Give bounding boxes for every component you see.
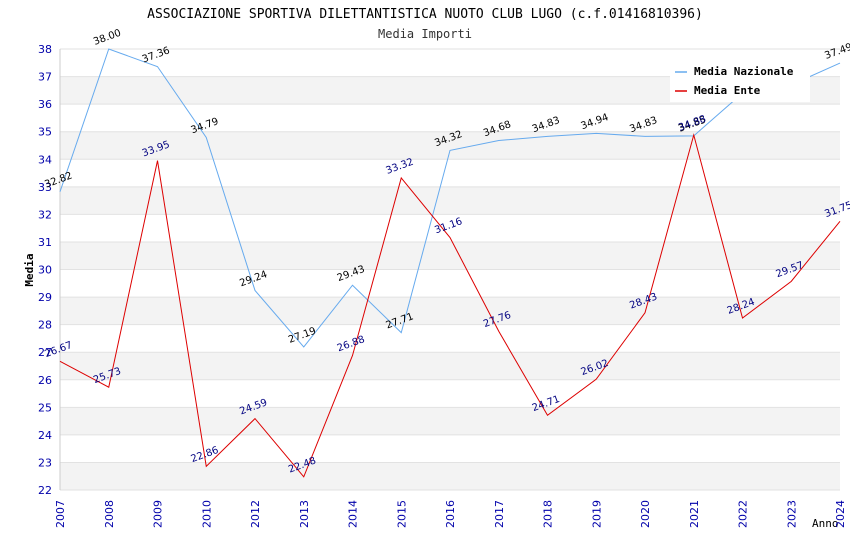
x-tick-label: 2017	[493, 500, 506, 528]
y-tick-label: 37	[38, 71, 52, 84]
data-label-nazionale: 38.00	[92, 28, 123, 48]
x-tick-label: 2007	[54, 500, 67, 528]
chart-subtitle: Media Importi	[378, 27, 472, 41]
y-tick-label: 31	[38, 236, 52, 249]
grid-band	[60, 462, 840, 490]
x-tick-label: 2023	[785, 500, 798, 528]
x-tick-label: 2022	[737, 500, 750, 528]
grid-band	[60, 131, 840, 160]
chart-title: ASSOCIAZIONE SPORTIVA DILETTANTISTICA NU…	[147, 7, 703, 22]
y-tick-label: 33	[38, 181, 52, 194]
x-tick-label: 2013	[298, 500, 311, 528]
grid-band	[60, 104, 840, 132]
x-tick-label: 2009	[152, 500, 165, 528]
legend-label-nazionale: Media Nazionale	[694, 65, 794, 78]
x-ticks: 2007 2008 2009 2010 2012 2013 2014 2015 2016 2017…	[54, 500, 847, 528]
x-tick-label: 2015	[395, 500, 408, 528]
y-tick-label: 36	[38, 98, 52, 111]
grid-band	[60, 407, 840, 435]
series-line-nazionale	[59, 48, 841, 348]
x-tick-label: 2016	[444, 500, 457, 528]
x-tick-label: 2021	[688, 500, 701, 528]
grid-band	[60, 241, 840, 270]
grid-lines	[60, 48, 840, 491]
grid-band	[60, 297, 840, 325]
y-tick-label: 27	[38, 346, 52, 359]
x-tick-label: 2008	[103, 500, 116, 528]
grid-band	[60, 352, 840, 380]
x-tick-label: 2018	[542, 500, 555, 528]
series-lines	[59, 48, 841, 478]
x-tick-label: 2012	[249, 500, 262, 528]
x-tick-label: 2024	[834, 500, 847, 528]
x-axis-label: Anno	[812, 517, 839, 530]
y-tick-label: 32	[38, 208, 52, 221]
legend: Media Nazionale Media Ente	[670, 60, 810, 102]
grid-band	[60, 434, 840, 463]
y-tick-label: 35	[38, 126, 52, 139]
grid-band	[60, 159, 840, 187]
grid-band	[60, 269, 840, 298]
y-tick-label: 29	[38, 291, 52, 304]
y-axis-label: Media	[23, 253, 36, 286]
y-ticks: 22 23 24 25 26 27 28 29 30 31 32 33 34 35 36 37 38	[38, 43, 52, 497]
y-tick-label: 28	[38, 319, 52, 332]
grid-band	[60, 324, 840, 353]
x-tick-label: 2020	[639, 500, 652, 528]
x-tick-label: 2014	[347, 500, 360, 528]
grid-band	[60, 186, 840, 215]
y-tick-label: 25	[38, 401, 52, 414]
y-tick-label: 34	[38, 153, 52, 166]
x-tick-label: 2019	[590, 500, 603, 528]
y-tick-label: 38	[38, 43, 52, 56]
series-line-ente	[59, 133, 841, 478]
grid-band	[60, 379, 840, 408]
y-tick-label: 30	[38, 264, 52, 277]
y-tick-label: 24	[38, 429, 52, 442]
legend-label-ente: Media Ente	[694, 84, 761, 97]
y-tick-label: 22	[38, 484, 52, 497]
y-tick-label: 26	[38, 374, 52, 387]
x-tick-label: 2010	[200, 500, 213, 528]
y-tick-label: 23	[38, 456, 52, 469]
